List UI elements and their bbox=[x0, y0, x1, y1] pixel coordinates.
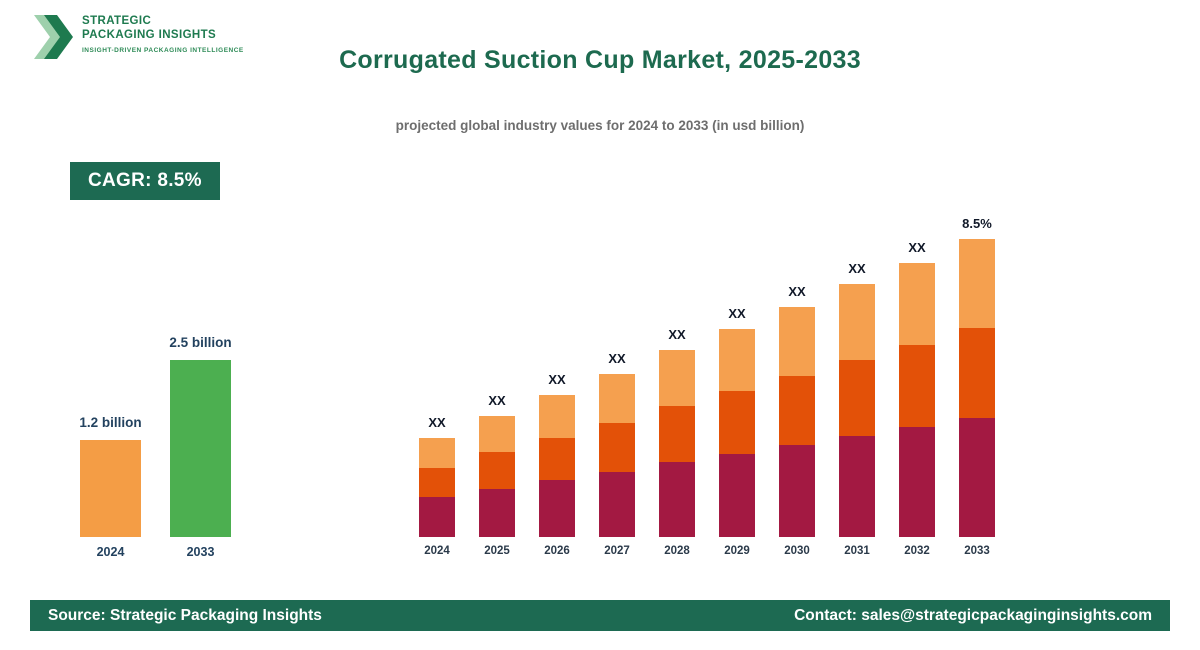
logo: STRATEGIC PACKAGING INSIGHTS INSIGHT-DRI… bbox=[32, 14, 244, 65]
bar-segment bbox=[719, 329, 755, 392]
main-chart: XX 2024 XX 2025 XX 2026 XX 2027 XX 2028 XX 2029 XX 20… bbox=[405, 195, 1005, 557]
bar-segment bbox=[599, 471, 635, 538]
bar-segment bbox=[539, 437, 575, 481]
mini-bar-value-label: 2.5 billion bbox=[169, 335, 232, 350]
logo-tagline: INSIGHT-DRIVEN PACKAGING INTELLIGENCE bbox=[82, 46, 244, 54]
bar-segment bbox=[479, 488, 515, 537]
bar-segment bbox=[899, 427, 935, 537]
bar-segment bbox=[419, 497, 455, 537]
stacked-bar-2027 bbox=[599, 374, 635, 538]
bar-segment bbox=[839, 284, 875, 360]
mini-bar-value-label: 1.2 billion bbox=[79, 415, 142, 430]
stacked-bar-2032 bbox=[899, 263, 935, 537]
bar-segment bbox=[599, 374, 635, 423]
bar-segment bbox=[839, 359, 875, 436]
bar-value-label: XX bbox=[788, 284, 806, 299]
bar-value-label: XX bbox=[608, 351, 626, 366]
bar-segment bbox=[959, 417, 995, 538]
mini-axis-label: 2024 bbox=[96, 545, 125, 559]
bar-value-label: XX bbox=[728, 306, 746, 321]
logo-line2: PACKAGING INSIGHTS bbox=[82, 29, 217, 42]
stacked-bar-2029 bbox=[719, 329, 755, 538]
bar-value-label: XX bbox=[668, 327, 686, 342]
bar-value-label: XX bbox=[908, 240, 926, 255]
logo-text: STRATEGIC PACKAGING INSIGHTS INSIGHT-DRI… bbox=[82, 14, 244, 54]
logo-line1: STRATEGIC bbox=[82, 15, 152, 27]
footer-source-text: Source: Strategic Packaging Insights bbox=[48, 606, 322, 624]
bar-segment bbox=[419, 467, 455, 498]
bar-segment bbox=[539, 395, 575, 438]
stacked-bar-2026 bbox=[539, 395, 575, 537]
mini-chart: 1.2 billion 2024 2.5 billion 2033 bbox=[60, 320, 245, 559]
stacked-bar-2033 bbox=[959, 239, 995, 538]
footer-contact-text: Contact: sales@strategicpackaginginsight… bbox=[794, 606, 1152, 624]
bar-value-label: XX bbox=[488, 393, 506, 408]
axis-label: 2028 bbox=[664, 545, 690, 557]
bar-segment bbox=[419, 438, 455, 468]
footer-bar: Source: Strategic Packaging Insights Con… bbox=[30, 600, 1170, 631]
page-subtitle: projected global industry values for 202… bbox=[395, 118, 805, 133]
bar-value-label: XX bbox=[848, 261, 866, 276]
mini-axis-label: 2033 bbox=[186, 545, 215, 559]
stacked-bar-2025 bbox=[479, 416, 515, 537]
stacked-bar-2028 bbox=[659, 350, 695, 537]
bar-segment bbox=[899, 263, 935, 346]
axis-label: 2024 bbox=[424, 545, 450, 557]
bar-value-label: 8.5% bbox=[962, 216, 992, 231]
bar-segment bbox=[779, 307, 815, 376]
axis-label: 2029 bbox=[724, 545, 750, 557]
bar-segment bbox=[599, 422, 635, 472]
bar-segment bbox=[839, 435, 875, 538]
axis-label: 2032 bbox=[904, 545, 930, 557]
stacked-bar-2031 bbox=[839, 284, 875, 538]
bar-segment bbox=[659, 462, 695, 537]
mini-bar-2033 bbox=[170, 360, 231, 537]
axis-label: 2031 bbox=[844, 545, 870, 557]
cagr-badge: CAGR: 8.5% bbox=[70, 162, 220, 200]
bar-segment bbox=[539, 480, 575, 537]
bar-segment bbox=[899, 345, 935, 428]
axis-label: 2033 bbox=[964, 545, 990, 557]
bar-segment bbox=[659, 406, 695, 463]
axis-label: 2025 bbox=[484, 545, 510, 557]
bar-segment bbox=[779, 445, 815, 537]
page-title: Corrugated Suction Cup Market, 2025-2033 bbox=[339, 46, 861, 74]
mini-bar-2024 bbox=[80, 440, 141, 537]
bar-value-label: XX bbox=[428, 415, 446, 430]
bar-segment bbox=[479, 452, 515, 489]
bar-segment bbox=[959, 239, 995, 329]
bar-segment bbox=[779, 376, 815, 445]
axis-label: 2027 bbox=[604, 545, 630, 557]
stacked-bar-2030 bbox=[779, 307, 815, 537]
axis-label: 2026 bbox=[544, 545, 570, 557]
logo-chevron-icon bbox=[32, 14, 74, 65]
bar-segment bbox=[719, 391, 755, 454]
bar-segment bbox=[719, 453, 755, 538]
bar-value-label: XX bbox=[548, 372, 566, 387]
bar-segment bbox=[479, 416, 515, 453]
axis-label: 2030 bbox=[784, 545, 810, 557]
bar-segment bbox=[659, 350, 695, 407]
stacked-bar-2024 bbox=[419, 438, 455, 537]
bar-segment bbox=[959, 328, 995, 418]
